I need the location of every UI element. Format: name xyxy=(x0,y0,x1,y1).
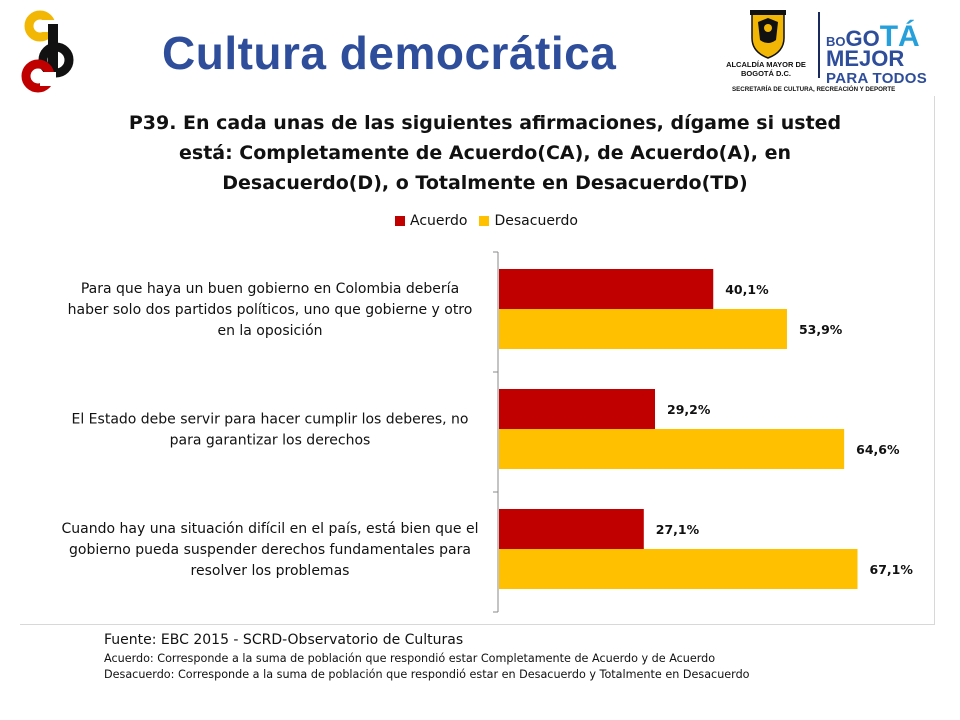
bar-acuerdo xyxy=(499,389,656,429)
bar-desacuerdo xyxy=(499,549,858,589)
chart-title-line: Desacuerdo(D), o Totalmente en Desacuerd… xyxy=(222,172,748,194)
legend-label: Desacuerdo xyxy=(494,213,578,229)
category-label: Cuando hay una situación difícil en el p… xyxy=(62,521,479,537)
crest-icon xyxy=(750,10,786,59)
note-acuerdo: Acuerdo: Corresponde a la suma de poblac… xyxy=(104,652,716,665)
bar-desacuerdo xyxy=(499,309,787,349)
data-label: 53,9% xyxy=(799,322,843,337)
legend-item-desacuerdo: Desacuerdo xyxy=(479,213,578,229)
legend-label: Acuerdo xyxy=(410,213,468,229)
brand-line-2: MEJOR xyxy=(826,46,905,71)
data-label: 64,6% xyxy=(856,442,900,457)
data-label: 29,2% xyxy=(667,402,711,417)
data-label: 40,1% xyxy=(725,282,769,297)
brand-line-1: BOGOTÁ xyxy=(826,20,920,53)
bar-acuerdo xyxy=(499,509,644,549)
legend-swatch-desacuerdo xyxy=(479,216,490,226)
alcaldia-text: ALCALDÍA MAYOR DE BOGOTÁ D.C. xyxy=(726,60,806,78)
culture-logo-icon xyxy=(21,10,74,93)
category-label: gobierno pueda suspender derechos fundam… xyxy=(69,542,471,558)
brand-divider xyxy=(818,12,820,78)
chart-frame-right xyxy=(934,96,935,624)
data-label: 27,1% xyxy=(656,522,700,537)
category-label: Para que haya un buen gobierno en Colomb… xyxy=(81,281,459,297)
category-label: resolver los problemas xyxy=(191,563,350,579)
secretaria-text: SECRETARÍA DE CULTURA, RECREACIÓN Y DEPO… xyxy=(732,86,896,93)
chart-frame-bottom xyxy=(20,624,935,625)
data-label: 67,1% xyxy=(870,562,914,577)
chart-title-line: está: Completamente de Acuerdo(CA), de A… xyxy=(179,142,791,164)
source-text: Fuente: EBC 2015 - SCRD-Observatorio de … xyxy=(104,632,464,648)
category-label: haber solo dos partidos políticos, uno q… xyxy=(68,302,473,318)
page-title: Cultura democrática xyxy=(162,27,617,79)
chart-title: P39. En cada unas de las siguientes afir… xyxy=(100,108,870,198)
footer: Fuente: EBC 2015 - SCRD-Observatorio de … xyxy=(104,632,750,684)
category-label: El Estado debe servir para hacer cumplir… xyxy=(72,412,469,428)
note-desacuerdo: Desacuerdo: Corresponde a la suma de pob… xyxy=(104,668,750,681)
legend-item-acuerdo: Acuerdo xyxy=(395,213,467,229)
legend-swatch-acuerdo xyxy=(395,216,405,226)
bar-acuerdo xyxy=(499,269,714,309)
chart-legend: Acuerdo Desacuerdo xyxy=(395,213,578,229)
bogota-brand-logo: ALCALDÍA MAYOR DE BOGOTÁ D.C. BOGOTÁ MEJ… xyxy=(722,8,942,96)
chart-title-line: P39. En cada unas de las siguientes afir… xyxy=(128,112,842,134)
bar-desacuerdo xyxy=(499,429,845,469)
category-label: en la oposición xyxy=(217,323,322,339)
category-label: para garantizar los derechos xyxy=(170,433,371,449)
brand-line-3: PARA TODOS xyxy=(826,70,928,87)
